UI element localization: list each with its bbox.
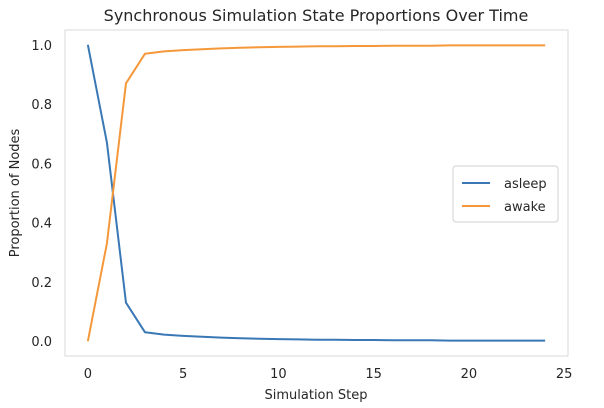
series-line-awake — [86, 44, 546, 342]
x-tick-label: 10 — [270, 367, 287, 382]
x-tick-label: 0 — [84, 367, 92, 382]
series-lines — [86, 44, 546, 342]
y-axis-label: Proportion of Nodes — [8, 128, 23, 257]
x-axis-label: Simulation Step — [265, 388, 368, 403]
x-tick-label: 5 — [179, 367, 187, 382]
legend-label-awake: awake — [504, 200, 546, 215]
legend-label-asleep: asleep — [504, 177, 547, 192]
y-tick-label: 0.6 — [31, 157, 52, 172]
series-line-asleep — [86, 44, 546, 342]
y-tick-label: 1.0 — [31, 39, 52, 54]
y-tick-label: 0.4 — [31, 217, 52, 232]
x-tick-label: 15 — [365, 367, 382, 382]
y-tick-label: 0.0 — [31, 335, 52, 350]
legend-box — [452, 165, 559, 223]
x-tick-labels: 0 5 10 15 20 25 — [84, 367, 573, 382]
y-tick-label: 0.2 — [31, 276, 52, 291]
x-tick-label: 20 — [461, 367, 478, 382]
legend: asleep awake — [452, 165, 559, 223]
y-tick-labels: 0.0 0.2 0.4 0.6 0.8 1.0 — [31, 39, 52, 350]
x-tick-label: 25 — [556, 367, 573, 382]
chart-title: Synchronous Simulation State Proportions… — [104, 6, 529, 25]
y-tick-label: 0.8 — [31, 98, 52, 113]
